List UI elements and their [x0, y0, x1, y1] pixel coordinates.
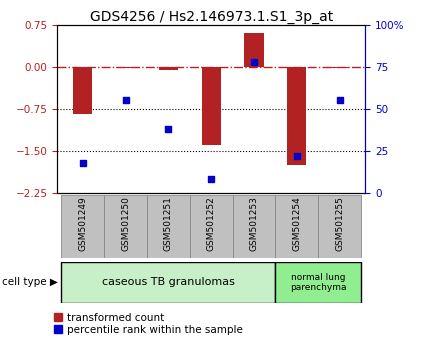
Bar — [330, 67, 349, 68]
Bar — [275, 262, 361, 303]
Bar — [190, 195, 233, 258]
Text: GSM501249: GSM501249 — [78, 196, 88, 251]
Point — [165, 126, 172, 132]
Bar — [233, 195, 275, 258]
Bar — [244, 33, 264, 67]
Text: GSM501251: GSM501251 — [164, 196, 173, 251]
Text: cell type ▶: cell type ▶ — [2, 277, 58, 287]
Point — [208, 177, 215, 182]
Text: GSM501254: GSM501254 — [292, 196, 301, 251]
Title: GDS4256 / Hs2.146973.1.S1_3p_at: GDS4256 / Hs2.146973.1.S1_3p_at — [90, 10, 333, 24]
Legend: transformed count, percentile rank within the sample: transformed count, percentile rank withi… — [54, 313, 243, 335]
Bar — [275, 195, 318, 258]
Point — [293, 153, 300, 159]
Bar — [62, 262, 275, 303]
Point — [336, 98, 343, 103]
Bar — [287, 67, 306, 165]
Bar — [318, 195, 361, 258]
Bar — [73, 67, 92, 114]
Bar — [104, 195, 147, 258]
Bar — [116, 67, 135, 68]
Point — [122, 98, 129, 103]
Bar — [62, 195, 104, 258]
Text: normal lung
parenchyma: normal lung parenchyma — [290, 273, 346, 292]
Text: GSM501250: GSM501250 — [121, 196, 130, 251]
Text: GSM501252: GSM501252 — [207, 196, 216, 251]
Text: GSM501253: GSM501253 — [249, 196, 258, 251]
Text: caseous TB granulomas: caseous TB granulomas — [102, 277, 235, 287]
Bar — [159, 67, 178, 70]
Bar — [202, 67, 221, 145]
Bar — [147, 195, 190, 258]
Point — [250, 59, 257, 65]
Text: GSM501255: GSM501255 — [335, 196, 344, 251]
Point — [79, 160, 86, 165]
